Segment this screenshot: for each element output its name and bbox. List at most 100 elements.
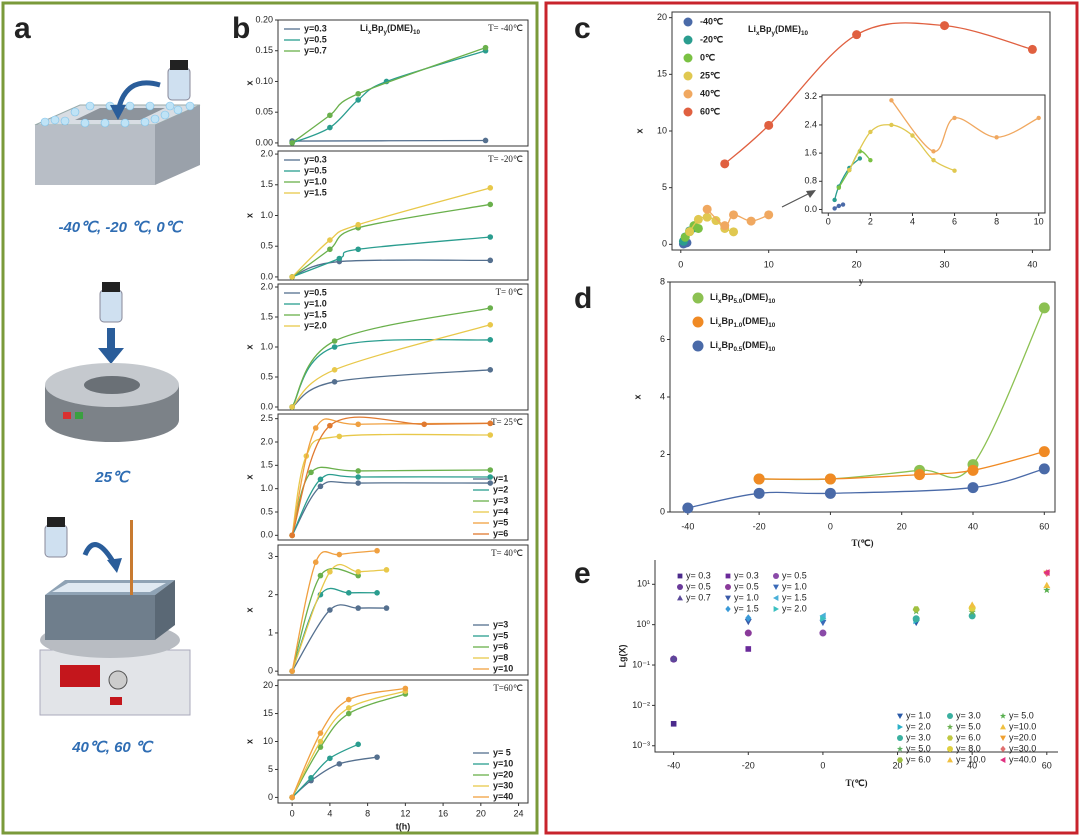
marker [289, 668, 295, 674]
legend-label-part: Li [710, 340, 718, 350]
legend-label: y=5 [493, 630, 508, 640]
y-tick-label: 10⁻³ [632, 740, 650, 750]
y-axis-label: x [632, 394, 642, 399]
marker [355, 97, 361, 103]
legend-label: LixBp1.0(DME)10 [710, 316, 776, 329]
marker [824, 487, 836, 499]
marker [857, 156, 863, 161]
marker [836, 185, 842, 190]
series-line [848, 124, 955, 172]
series-line [292, 139, 486, 142]
series-line [291, 743, 359, 798]
legend-label: LixBp5.0(DME)10 [710, 292, 776, 305]
marker [374, 589, 380, 596]
legend-marker [692, 292, 704, 304]
legend-label: y= 0.3 [734, 570, 759, 580]
marker [967, 482, 979, 494]
legend-marker [725, 573, 731, 579]
legend-label: y= 5.0 [906, 743, 931, 753]
marker [994, 135, 999, 140]
marker [968, 608, 976, 616]
legend-label: y=10 [493, 663, 513, 673]
series-line [291, 416, 491, 536]
y-tick-label: 1 [268, 627, 273, 637]
series-line [291, 203, 491, 278]
legend-label: y= 1.0 [782, 581, 807, 591]
marker [682, 502, 694, 514]
x-tick-label: -40 [667, 760, 680, 770]
annotation: T=60℃ [493, 683, 523, 693]
marker [720, 159, 730, 169]
marker [308, 469, 314, 476]
legend-marker [692, 316, 704, 328]
marker [847, 167, 852, 173]
legend-label: y= 0.5 [734, 581, 759, 591]
x-tick-label: 10 [764, 259, 774, 269]
legend-label: y= 0.5 [686, 581, 711, 591]
y-tick-label: 2.0 [260, 281, 273, 291]
legend-label: y= 5.0 [1009, 710, 1034, 720]
inset-x-tick-label: 8 [994, 216, 999, 226]
y-tick-label: 10⁰ [636, 619, 650, 629]
legend-label: y=0.5 [304, 165, 327, 175]
y-tick-label: 10⁻² [632, 700, 650, 710]
legend-label: y=1.0 [304, 298, 327, 308]
inset-y-tick-label: 1.6 [804, 147, 817, 157]
marker [317, 476, 324, 483]
marker [1038, 446, 1050, 458]
marker [374, 754, 380, 760]
x-tick-label: 0 [820, 760, 825, 770]
series-line [291, 187, 491, 278]
marker [702, 212, 712, 222]
y-tick-label: 0 [662, 239, 667, 249]
x-tick-label: -20 [753, 521, 766, 531]
y-tick-label: 6 [660, 334, 665, 344]
x-tick-label: 4 [327, 808, 332, 818]
marker [421, 421, 428, 428]
marker [345, 696, 352, 703]
formula-part: (DME) [775, 24, 801, 34]
marker [327, 755, 333, 762]
panel-label: c [574, 12, 591, 45]
legend-marker [947, 757, 953, 763]
legend-label: y=1.0 [304, 176, 327, 186]
marker [487, 432, 494, 438]
legend-label: y=0.7 [304, 45, 327, 55]
y-tick-label: 1.5 [260, 460, 273, 470]
axis-line [654, 560, 1058, 753]
annotation: T= 25℃ [491, 417, 523, 427]
y-axis-label: x [244, 739, 254, 744]
legend-label-part: Li [710, 316, 718, 326]
marker [487, 467, 494, 473]
x-tick-label: 40 [967, 760, 977, 770]
y-axis-label: x [244, 213, 254, 218]
x-axis-label: T(℃) [851, 538, 873, 548]
marker [327, 607, 333, 613]
marker [355, 480, 361, 486]
legend-label: -20℃ [700, 34, 723, 44]
panel-label: b [232, 12, 250, 45]
y-tick-label: 1.0 [260, 210, 273, 220]
cold-bath [34, 60, 201, 185]
y-tick-label: 0 [268, 666, 273, 676]
series-line [291, 690, 406, 798]
formula-part: Li [748, 24, 756, 34]
legend-marker [683, 107, 693, 117]
legend-marker [677, 584, 683, 590]
marker [912, 615, 920, 623]
series-line [291, 550, 378, 672]
legend-marker [683, 71, 693, 81]
marker [693, 214, 703, 224]
legend-label: y=40.0 [1009, 754, 1036, 764]
formula-part: (DME) [387, 23, 413, 33]
y-tick-label: 1.0 [260, 341, 273, 351]
legend-label: y=1.5 [304, 187, 327, 197]
y-tick-label: 0 [660, 506, 665, 516]
legend-label: y= 0.5 [782, 570, 807, 580]
ring-heater [45, 282, 179, 442]
y-tick-label: 10⁻¹ [632, 659, 650, 669]
marker [746, 216, 756, 226]
marker [889, 98, 894, 103]
marker [1036, 115, 1041, 121]
marker [327, 237, 333, 243]
